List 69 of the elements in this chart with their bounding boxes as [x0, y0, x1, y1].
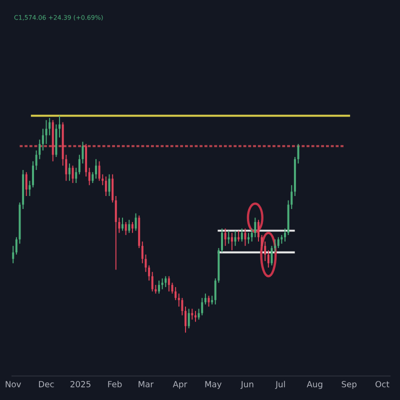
x-tick-label: Dec	[39, 381, 54, 388]
candlestick	[194, 310, 196, 322]
candlestick	[221, 228, 223, 253]
candlestick	[277, 236, 280, 249]
candlestick	[181, 297, 184, 316]
candlestick	[184, 306, 187, 334]
x-tick-label: May	[205, 381, 222, 389]
candlestick	[151, 271, 154, 292]
candlestick	[108, 174, 110, 196]
x-tick-label: Oct	[376, 381, 390, 388]
candlestick	[234, 230, 236, 246]
candlestick	[32, 160, 34, 188]
candlestick	[92, 172, 94, 184]
candlestick	[104, 176, 107, 196]
candlestick	[42, 128, 44, 151]
candlestick	[98, 160, 100, 182]
candlestick	[68, 162, 70, 182]
candlestick	[191, 308, 194, 320]
candlestick	[25, 172, 28, 196]
candlestick	[131, 222, 134, 234]
candlestick	[88, 167, 90, 186]
candlestick	[204, 293, 206, 305]
candlestick	[224, 228, 226, 246]
x-tick-label: Feb	[108, 380, 122, 388]
candlestick	[188, 308, 190, 329]
candlestick	[45, 120, 48, 144]
candlestick	[230, 232, 233, 251]
candlestick	[164, 276, 167, 288]
candlestick	[114, 196, 117, 270]
candlestick	[95, 158, 97, 180]
candlestick	[274, 238, 276, 253]
candlestick	[240, 228, 243, 242]
x-tick-label: Apr	[172, 381, 188, 389]
candlestick	[267, 250, 270, 268]
x-tick-label: Mar	[138, 381, 154, 388]
candlestick	[122, 217, 124, 232]
candlestick	[201, 297, 204, 316]
x-tick-label: Jul	[275, 380, 285, 389]
x-tick-label: Aug	[306, 381, 322, 389]
candlestick	[28, 180, 31, 196]
x-tick-label: Nov	[6, 381, 21, 388]
candlestick	[297, 143, 300, 164]
candlestick	[75, 167, 78, 184]
candlestick	[257, 219, 260, 242]
candlestick	[244, 228, 246, 246]
x-tick-label: Jun	[240, 381, 254, 389]
candlestick	[134, 212, 137, 232]
candlestick	[208, 295, 210, 308]
candlestick	[248, 232, 250, 244]
candlestick	[174, 286, 177, 301]
x-tick-label: Sep	[342, 381, 356, 389]
candlestick	[228, 230, 230, 244]
candlestick	[270, 245, 273, 266]
x-tick-label: 2025	[70, 381, 90, 388]
candlestick	[168, 276, 170, 292]
candlestick	[254, 217, 256, 238]
candlestick	[158, 280, 160, 294]
candlestick	[72, 165, 74, 184]
candlestick	[112, 174, 114, 203]
candlestick	[12, 245, 14, 264]
candlestick	[238, 230, 240, 242]
candlestick	[128, 219, 130, 234]
candlestick	[48, 117, 51, 136]
candlestick	[161, 278, 164, 290]
candlestick	[124, 222, 127, 236]
candlestick	[284, 228, 286, 242]
candlestick	[58, 115, 61, 138]
candlestick	[141, 241, 144, 264]
candlestick	[148, 264, 150, 282]
